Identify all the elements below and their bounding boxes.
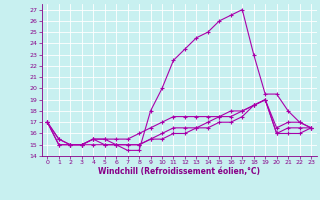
X-axis label: Windchill (Refroidissement éolien,°C): Windchill (Refroidissement éolien,°C)	[98, 167, 260, 176]
